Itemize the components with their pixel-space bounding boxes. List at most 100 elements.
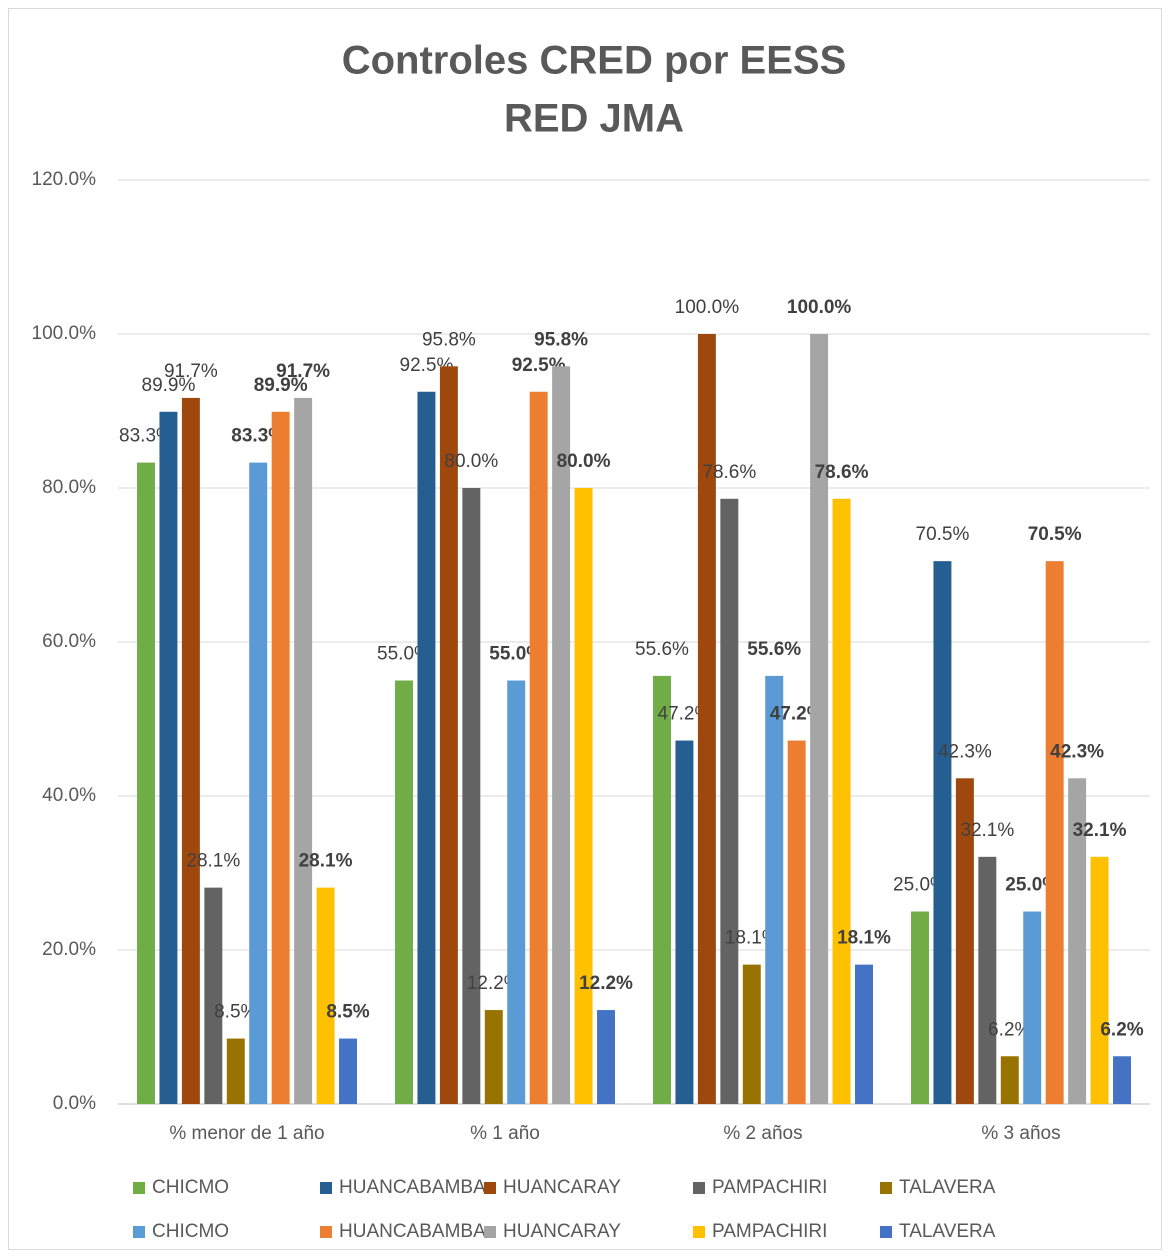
- bar: [675, 740, 694, 1104]
- x-tick-label: % 2 años: [723, 1123, 802, 1144]
- legend-label: PAMPACHIRI: [712, 1177, 827, 1198]
- bar: [787, 740, 806, 1104]
- legend-swatch: [693, 1226, 705, 1238]
- legend-swatch: [133, 1182, 145, 1194]
- legend-swatch: [880, 1226, 892, 1238]
- bar: [1090, 856, 1109, 1104]
- data-label: 32.1%: [960, 820, 1014, 841]
- data-label: 42.3%: [1050, 741, 1104, 762]
- bar: [911, 911, 929, 1104]
- data-label: 70.5%: [916, 524, 970, 545]
- data-label: 91.7%: [276, 361, 330, 382]
- legend-swatch: [693, 1182, 705, 1194]
- legend-label: HUANCARAY: [503, 1177, 621, 1198]
- legend-swatch: [880, 1182, 892, 1194]
- legend-swatch: [484, 1182, 496, 1194]
- bar: [339, 1038, 357, 1104]
- bar: [316, 887, 335, 1104]
- legend-label: PAMPACHIRI: [712, 1221, 827, 1242]
- y-tick-label: 60.0%: [42, 631, 96, 652]
- data-label: 55.6%: [635, 639, 689, 660]
- bar: [1068, 778, 1087, 1104]
- data-label: 78.6%: [702, 462, 756, 483]
- bar: [159, 411, 178, 1104]
- data-label: 55.6%: [747, 639, 801, 660]
- bar: [484, 1010, 503, 1104]
- legend-swatch: [320, 1226, 332, 1238]
- bar: [810, 334, 829, 1104]
- data-label: 91.7%: [164, 361, 218, 382]
- bar: [439, 366, 458, 1105]
- legend-label: HUANCABAMBA: [339, 1177, 486, 1198]
- data-label: 80.0%: [557, 451, 611, 472]
- data-label: 32.1%: [1073, 820, 1127, 841]
- x-tick-label: % 1 año: [470, 1123, 540, 1144]
- legend-label: CHICMO: [152, 1177, 229, 1198]
- bar: [933, 561, 952, 1104]
- bar: [597, 1010, 615, 1104]
- data-label: 6.2%: [1100, 1019, 1143, 1040]
- bar: [742, 964, 761, 1104]
- legend-label: TALAVERA: [899, 1177, 996, 1198]
- bar: [249, 462, 268, 1105]
- bar: [271, 411, 290, 1104]
- bar: [1023, 911, 1042, 1104]
- bar: [855, 964, 873, 1104]
- y-tick-label: 80.0%: [42, 477, 96, 498]
- data-label: 89.9%: [254, 375, 308, 396]
- data-label: 100.0%: [675, 297, 740, 318]
- data-label: 42.3%: [938, 741, 992, 762]
- data-label: 28.1%: [299, 851, 353, 872]
- data-label: 12.2%: [579, 973, 633, 994]
- data-label: 95.8%: [534, 329, 588, 350]
- legend-swatch: [133, 1226, 145, 1238]
- legend-swatch: [320, 1182, 332, 1194]
- data-label: 78.6%: [815, 462, 869, 483]
- bar: [395, 680, 413, 1104]
- y-tick-label: 100.0%: [32, 323, 97, 344]
- bar: [574, 488, 593, 1104]
- bar: [226, 1038, 245, 1104]
- x-tick-label: % menor de 1 año: [169, 1123, 324, 1144]
- bar: [978, 856, 997, 1104]
- data-label: 28.1%: [186, 851, 240, 872]
- bar: [720, 498, 739, 1104]
- bar: [204, 887, 223, 1104]
- data-label: 89.9%: [142, 375, 196, 396]
- legend-label: CHICMO: [152, 1221, 229, 1242]
- bar: [529, 391, 548, 1104]
- data-label: 18.1%: [837, 928, 891, 949]
- bar: [137, 462, 155, 1105]
- y-tick-label: 0.0%: [53, 1093, 96, 1114]
- y-tick-label: 20.0%: [42, 939, 96, 960]
- bar: [462, 488, 481, 1104]
- data-label: 70.5%: [1028, 524, 1082, 545]
- data-label: 8.5%: [326, 1002, 369, 1023]
- bar: [1113, 1056, 1131, 1104]
- bar: [294, 397, 313, 1104]
- bar: [1045, 561, 1064, 1104]
- legend-label: TALAVERA: [899, 1221, 996, 1242]
- bar: [765, 675, 784, 1104]
- y-tick-label: 40.0%: [42, 785, 96, 806]
- chart-title: Controles CRED por EESS: [342, 39, 847, 83]
- bar: [181, 397, 200, 1104]
- x-tick-label: % 3 años: [981, 1123, 1060, 1144]
- legend-swatch: [484, 1226, 496, 1238]
- legend-label: HUANCABAMBA: [339, 1221, 486, 1242]
- y-tick-label: 120.0%: [32, 169, 97, 190]
- chart-title: RED JMA: [504, 97, 684, 141]
- data-label: 6.2%: [988, 1019, 1031, 1040]
- bar: [653, 675, 671, 1104]
- data-label: 95.8%: [422, 329, 476, 350]
- data-label: 100.0%: [787, 297, 852, 318]
- bar: [955, 778, 974, 1104]
- data-label: 8.5%: [214, 1002, 257, 1023]
- bar: [697, 334, 716, 1104]
- data-label: 80.0%: [444, 451, 498, 472]
- bar: [1000, 1056, 1019, 1104]
- bar: [417, 391, 436, 1104]
- bar: [552, 366, 571, 1105]
- bar: [832, 498, 851, 1104]
